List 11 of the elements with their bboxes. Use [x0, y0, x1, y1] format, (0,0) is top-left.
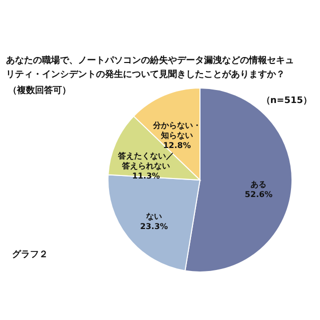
slice-label: 答えたくない／答えられない	[117, 151, 174, 170]
data-label: 23.3%	[140, 222, 168, 231]
data-label: 52.6%	[244, 190, 273, 199]
text: グラフ２	[12, 249, 48, 260]
slice-label: 分からない・知らない	[152, 120, 201, 140]
text: （n=515）	[261, 96, 312, 106]
slice-label: ある	[250, 180, 267, 189]
data-label: 12.8%	[163, 140, 191, 150]
chart-subtitle: （複数回答可）	[8, 85, 71, 96]
chart-title: あなたの職場で、ノートパソコンの紛失やデータ漏洩などの情報セキュリティ・インシデントの発生について見聞きしたことがありますか？	[6, 55, 294, 80]
slice-label: ない	[146, 212, 162, 221]
